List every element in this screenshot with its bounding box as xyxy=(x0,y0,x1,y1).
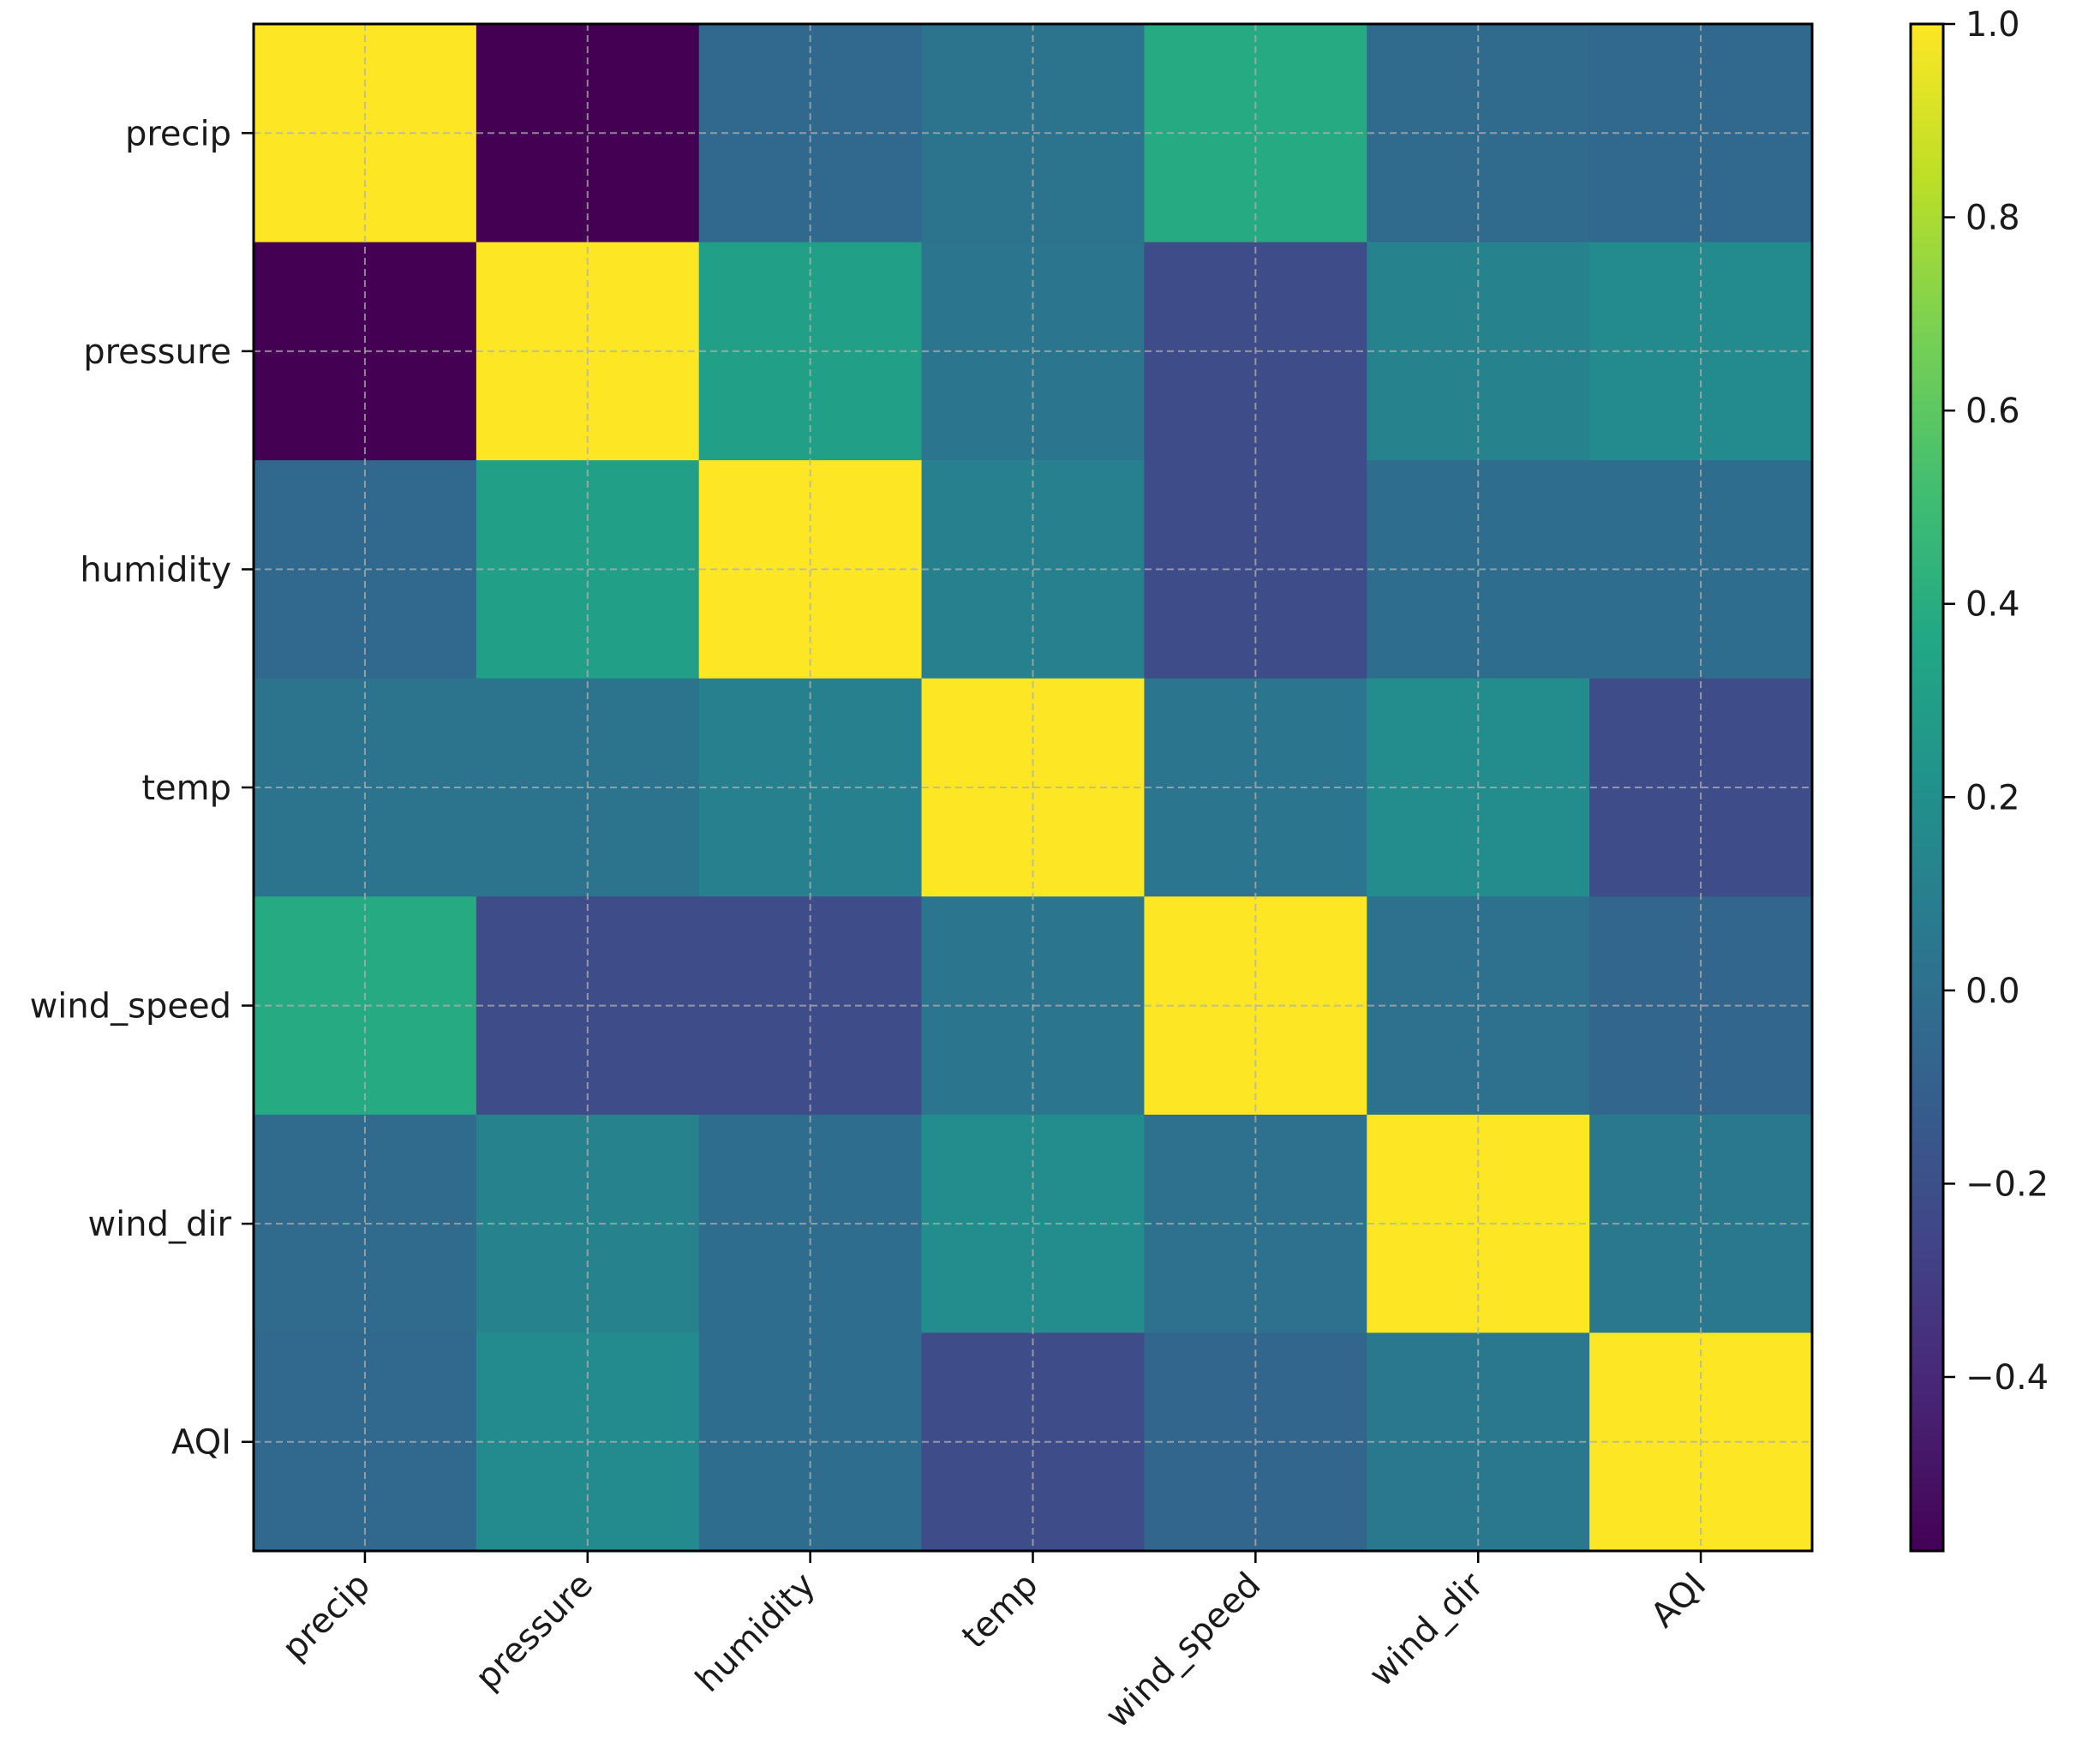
colorbar-frame xyxy=(1909,22,1945,1553)
colorbar-tick-label: 1.0 xyxy=(1965,5,2020,45)
heatmap-cell-precip-wind_dir xyxy=(1367,24,1590,243)
y-tick-label-humidity: humidity xyxy=(80,550,231,590)
x-tick-label-wind_speed: wind_speed xyxy=(1098,1565,1268,1736)
x-tick-label-temp: temp xyxy=(954,1565,1046,1657)
gridlines xyxy=(254,24,1812,1551)
colorbar-tick-label: 0.0 xyxy=(1965,972,2020,1011)
heatmap-cell-precip-wind_speed xyxy=(1144,24,1367,243)
heatmap-cell-precip-AQI xyxy=(1589,24,1813,243)
colorbar-tick-label: −0.2 xyxy=(1965,1164,2049,1204)
y-tick-label-temp: temp xyxy=(141,769,231,808)
colorbar-gradient xyxy=(1911,24,1943,1551)
x-tick-label-wind_dir: wind_dir xyxy=(1361,1565,1491,1694)
colorbar-tick-label: 0.8 xyxy=(1965,199,2020,238)
colorbar: 1.0 0.8 0.6 0.4 0.2 0.0 −0.2 −0.4 xyxy=(1909,5,2049,1553)
y-tick-label-pressure: pressure xyxy=(83,332,231,372)
y-axis-tick-labels: precip pressure humidity temp wind_speedwind… xyxy=(30,114,232,1462)
colorbar-tick-label: −0.4 xyxy=(1965,1358,2049,1398)
heatmap-axes xyxy=(242,22,1814,1563)
colorbar-tick-label: 0.2 xyxy=(1965,778,2020,817)
y-tick-label-precip: precip xyxy=(125,114,231,153)
x-tick-label-pressure: pressure xyxy=(468,1565,601,1698)
heatmap-cell-precip-temp xyxy=(921,24,1145,243)
y-tick-label-AQI: AQI xyxy=(171,1423,231,1463)
x-axis-tick-labels: precip pressure humidity temp wind_speed wind… xyxy=(275,1565,1714,1735)
x-tick-label-precip: precip xyxy=(275,1565,378,1668)
colorbar-tick-label: 0.4 xyxy=(1965,585,2020,625)
y-tick-label-wind_dir: wind_dir xyxy=(87,1205,231,1244)
colorbar-tick-label: 0.6 xyxy=(1965,392,2020,431)
x-tick-label-AQI: AQI xyxy=(1643,1565,1714,1636)
x-tick-label-humidity: humidity xyxy=(688,1565,823,1700)
y-tick-label-wind_speed: wind_speed xyxy=(30,987,231,1027)
